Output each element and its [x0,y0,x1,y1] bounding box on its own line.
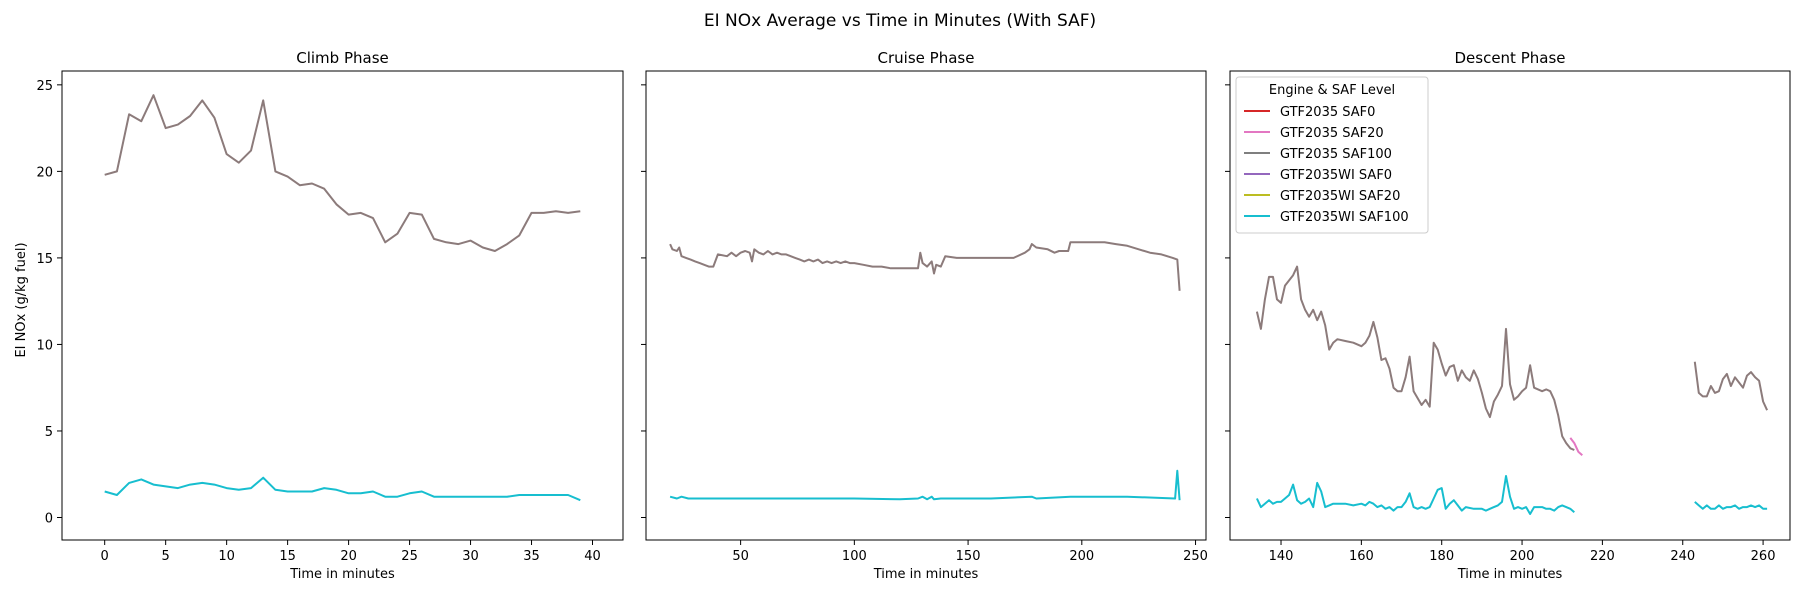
axes-frame [61,70,624,541]
panel-title: Descent Phase [1454,49,1565,67]
y-tick-label: 5 [45,425,53,440]
panel-title: Climb Phase [296,49,389,67]
x-axis-label: Time in minutes [1457,567,1563,582]
series-line [1693,361,1769,411]
axes-frame [645,70,1207,541]
legend-label: GTF2035 SAF100 [1280,147,1392,162]
y-tick-label: 15 [36,252,53,267]
x-tick-label: 100 [842,549,867,564]
legend-label: GTF2035 SAF0 [1280,105,1375,120]
legend-label: GTF2035 SAF20 [1280,126,1384,141]
legend-label: GTF2035WI SAF0 [1280,168,1392,183]
series-line [669,241,1181,291]
x-tick-label: 220 [1590,549,1615,564]
series-line [669,469,1181,501]
series-line [1255,265,1575,451]
x-tick-label: 260 [1751,549,1776,564]
series-line [1569,437,1583,456]
legend-box [1235,76,1429,234]
x-tick-label: 20 [340,549,357,564]
panel-title: Cruise Phase [878,49,975,67]
y-tick-label: 25 [36,79,53,94]
series-line [104,476,581,502]
x-tick-label: 25 [401,549,418,564]
figure-title: EI NOx Average vs Time in Minutes (With … [704,11,1096,31]
x-tick-label: 15 [279,549,296,564]
subplot-2: Cruise Phase 50 100 150 200 250 Time in minute… [641,49,1208,582]
x-axis-label: Time in minutes [873,567,979,582]
x-tick-label: 200 [1069,549,1094,564]
x-tick-label: 35 [523,549,540,564]
axes-frame [1229,70,1791,541]
series-line [104,94,581,252]
y-axis-label: EI NOx (g/kg fuel) [14,242,29,357]
x-tick-label: 240 [1670,549,1695,564]
x-tick-label: 180 [1429,549,1454,564]
y-tick-label: 10 [36,338,53,353]
x-tick-label: 200 [1510,549,1535,564]
x-tick-label: 0 [101,549,109,564]
legend-title: Engine & SAF Level [1269,83,1395,98]
x-tick-label: 250 [1183,549,1208,564]
subplot-3: Descent Phase 140 160 180 200 220 240 260 Time i… [1225,49,1791,582]
x-tick-label: 30 [462,549,479,564]
x-axis-label: Time in minutes [289,567,395,582]
subplot-1: Climb Phase 0 5 10 15 20 25 30 35 40 0 5 10 15 20 25 Tim… [36,49,624,582]
x-tick-label: 140 [1269,549,1294,564]
legend-label: GTF2035WI SAF100 [1280,210,1409,225]
legend-label: GTF2035WI SAF20 [1280,189,1400,204]
x-tick-label: 160 [1349,549,1374,564]
y-tick-label: 20 [36,165,53,180]
series-line [1694,501,1768,510]
x-tick-label: 150 [956,549,981,564]
subplots: Climb Phase 0 5 10 15 20 25 30 35 40 0 5 10 15 20 25 Tim… [36,49,1791,582]
x-tick-label: 10 [218,549,235,564]
series-line [1255,475,1575,515]
x-tick-label: 40 [584,549,601,564]
x-tick-label: 5 [162,549,170,564]
y-tick-label: 0 [45,512,53,527]
legend: Engine & SAF Level GTF2035 SAF0 GTF2035 SA… [1235,76,1429,234]
x-tick-label: 50 [732,549,749,564]
